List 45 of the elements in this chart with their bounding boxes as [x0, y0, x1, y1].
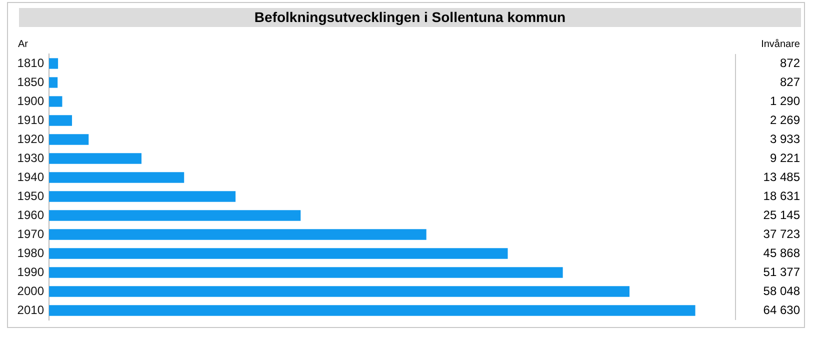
y-tick-label: 1940 [17, 170, 44, 184]
bar [49, 96, 62, 107]
bar [49, 115, 72, 126]
bar [49, 286, 630, 297]
bar [49, 210, 301, 221]
y-tick-label: 1950 [17, 188, 44, 203]
bar [49, 248, 508, 259]
data-label: 872 [780, 56, 800, 70]
y-axis-title: Ar [18, 38, 29, 50]
y-tick-label: 1980 [17, 246, 44, 260]
data-label: 51 377 [763, 264, 800, 279]
data-label: 25 145 [763, 208, 800, 222]
data-label: 18 631 [763, 188, 800, 203]
y-tick-label: 1960 [17, 208, 44, 222]
y-tick-label: 1970 [17, 226, 44, 241]
data-label: 64 630 [763, 302, 800, 317]
bar [49, 172, 184, 183]
y-tick-label: 1900 [17, 94, 44, 108]
bar [49, 267, 563, 278]
text: Invånare [761, 38, 800, 50]
data-label: 1 290 [770, 94, 800, 108]
data-label: 9 221 [770, 150, 800, 165]
data-label: 37 723 [763, 226, 800, 241]
y-tick-label: 1910 [17, 112, 44, 127]
data-label: 13 485 [763, 170, 800, 184]
data-label: 2 269 [770, 112, 800, 127]
y-tick-label: 1810 [17, 56, 44, 70]
y-tick-label: 2010 [17, 302, 44, 317]
bar [49, 229, 426, 240]
bar [49, 153, 142, 164]
data-label: 58 048 [763, 284, 800, 298]
data-label: 827 [780, 74, 800, 89]
y-tick-label: 1930 [17, 150, 44, 165]
y-tick-label: 1850 [17, 74, 44, 89]
chart-title: Befolkningsutvecklingen i Sollentuna kommun [19, 8, 801, 27]
data-label: 3 933 [770, 132, 800, 146]
bar [49, 134, 89, 145]
y-tick-label: 1920 [17, 132, 44, 146]
data-label: 45 868 [763, 246, 800, 260]
y-tick-label: 1990 [17, 264, 44, 279]
bar [49, 305, 696, 316]
bar [49, 58, 58, 69]
bar [49, 191, 236, 202]
bar [49, 77, 58, 88]
y-tick-label: 2000 [17, 284, 44, 298]
